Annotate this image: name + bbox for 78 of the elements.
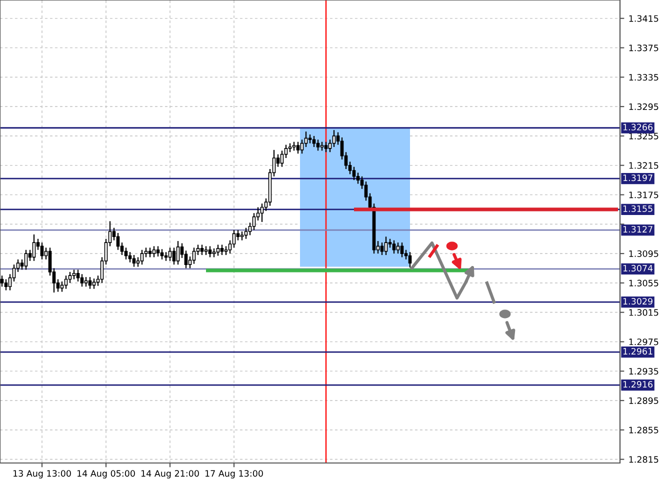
ref-line-label: 1.3155	[623, 205, 652, 212]
candlestick	[192, 247, 196, 264]
y-tick-label: 1.3375	[629, 44, 658, 52]
candlestick	[300, 139, 304, 154]
candlestick	[208, 246, 212, 258]
candlestick	[24, 249, 28, 270]
candlestick	[176, 240, 180, 266]
y-tick-label: 1.3055	[629, 280, 658, 286]
y-tick-label: 1.2975	[629, 338, 658, 346]
candlestick	[68, 271, 72, 284]
candlestick	[260, 203, 264, 222]
candlestick	[132, 254, 136, 268]
candlestick	[0, 275, 4, 288]
y-tick-label: 1.2895	[629, 397, 658, 404]
candlestick	[184, 250, 188, 269]
candlestick	[124, 247, 128, 260]
candlestick	[72, 269, 76, 280]
candlestick	[140, 249, 144, 266]
candlestick	[64, 275, 68, 290]
candlestick	[280, 150, 284, 168]
candlestick	[84, 276, 88, 288]
candlestick	[32, 234, 36, 262]
candlestick	[220, 244, 224, 256]
candlestick	[216, 244, 220, 256]
y-tick-label: 1.3255	[629, 132, 658, 140]
y-tick-label: 1.3415	[629, 15, 658, 22]
candlestick	[4, 278, 8, 291]
x-tick-label: 14 Aug 05:00	[77, 470, 135, 478]
candlestick	[136, 256, 140, 268]
ref-line-label: 1.3266	[623, 124, 653, 130]
x-tick-label: 17 Aug 13:00	[205, 470, 263, 478]
candlestick	[404, 249, 408, 260]
ref-line-label: 1.2961	[623, 348, 652, 355]
candlestick	[168, 247, 172, 262]
candlestick	[332, 130, 336, 148]
candlestick	[352, 166, 356, 181]
candlestick	[356, 172, 360, 184]
candlestick	[80, 274, 84, 288]
candlestick	[76, 269, 80, 282]
y-tick-label: 1.3295	[629, 103, 658, 110]
ref-line-label: 1.2916	[623, 381, 653, 388]
y-tick-label: 1.2815	[629, 456, 658, 463]
candlestick	[200, 244, 204, 256]
x-tick-label: 13 Aug 13:00	[13, 470, 71, 478]
candlestick	[232, 229, 236, 248]
y-tick-label: 1.3335	[629, 74, 658, 81]
candlestick	[396, 242, 400, 254]
candlestick	[244, 227, 248, 240]
x-tick-label: 14 Aug 21:00	[141, 470, 199, 478]
candlestick	[316, 139, 320, 152]
candlestick	[148, 247, 152, 258]
candlestick	[172, 247, 176, 266]
candlestick	[296, 141, 300, 154]
candlestick	[312, 135, 316, 148]
candlestick	[116, 232, 120, 250]
ref-line-label: 1.3074	[623, 264, 653, 272]
candlestick	[380, 242, 384, 256]
y-tick-label: 1.2935	[629, 368, 658, 375]
candlestick	[408, 252, 412, 268]
candlestick	[60, 280, 64, 292]
y-tick-label: 1.2855	[629, 426, 658, 434]
ref-line-label: 1.3127	[623, 226, 652, 233]
candlestick	[400, 242, 404, 258]
candlestick	[324, 141, 328, 153]
candlestick	[304, 130, 308, 148]
y-tick-label: 1.3095	[629, 250, 658, 257]
ref-line-label: 1.3029	[623, 298, 652, 305]
y-tick-label: 1.3015	[629, 309, 658, 316]
candlestick	[88, 276, 92, 290]
ref-line-label: 1.3197	[623, 174, 652, 182]
y-tick-label: 1.3215	[629, 162, 658, 169]
candlestick	[328, 139, 332, 153]
candlestick	[152, 246, 156, 258]
candlestick	[384, 236, 388, 256]
candlestick	[392, 240, 396, 254]
candlestick	[144, 247, 148, 258]
y-tick-label: 1.3175	[629, 192, 658, 198]
candlestick	[252, 212, 256, 231]
